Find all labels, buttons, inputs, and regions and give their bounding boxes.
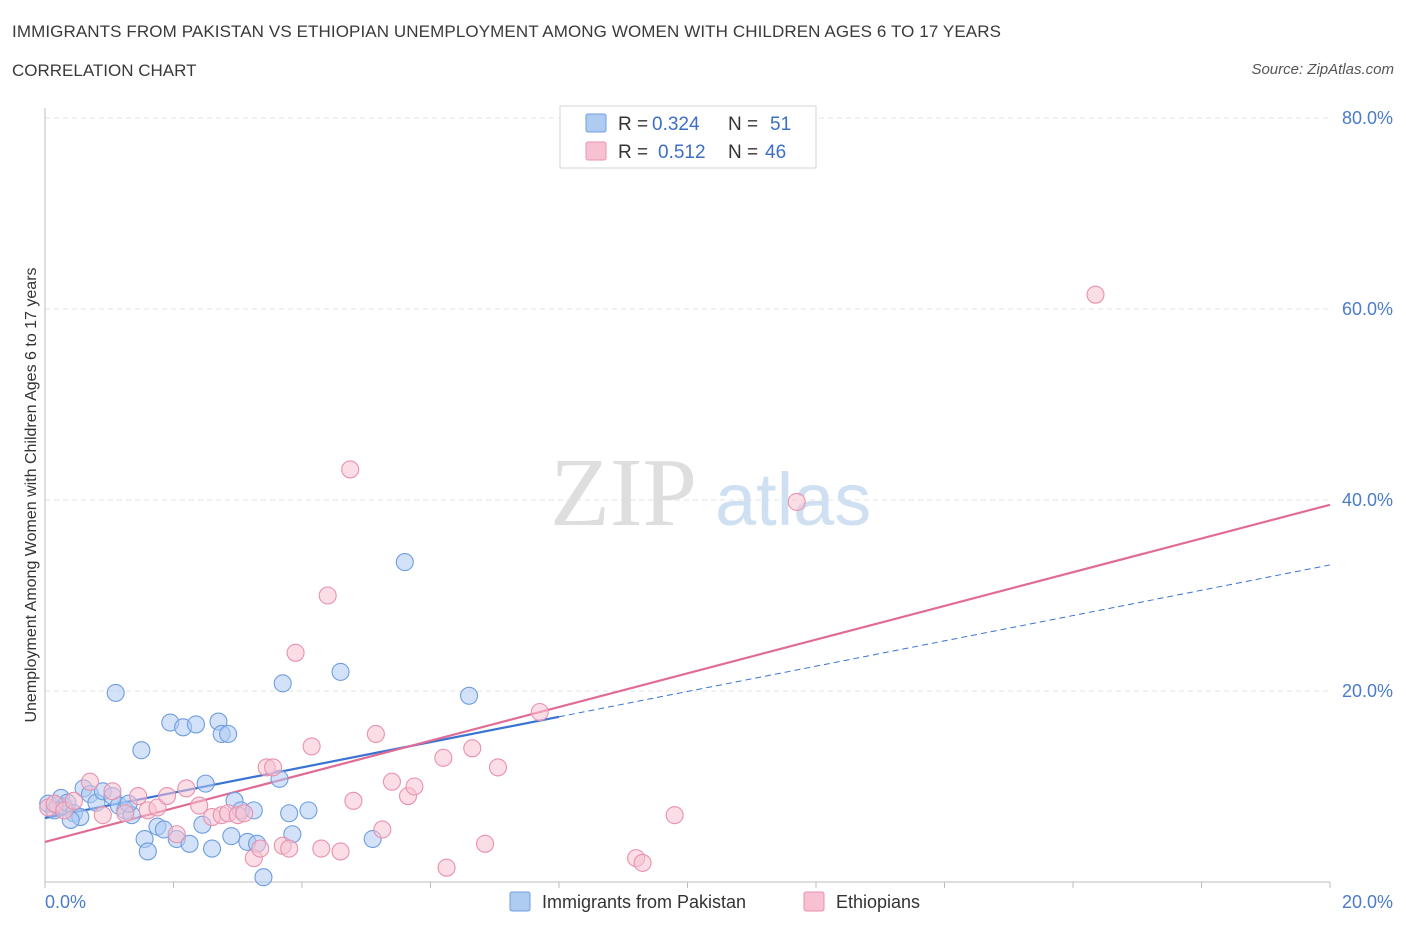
point-0-28 xyxy=(196,774,215,793)
tick-labels: 20.0% 40.0% 60.0% 80.0% 0.0% 20.0% xyxy=(45,108,1393,912)
trend-lines xyxy=(44,503,1331,843)
point-1-38 xyxy=(434,748,453,767)
data-points xyxy=(39,285,1105,887)
point-1-5 xyxy=(93,806,112,825)
point-0-44 xyxy=(299,801,318,820)
point-1-30 xyxy=(331,842,350,861)
point-1-37 xyxy=(405,777,424,796)
legend-r-value-ethiopians: 0.512 xyxy=(658,142,706,163)
point-1-11 xyxy=(158,786,177,806)
point-1-35 xyxy=(382,772,402,791)
point-0-16 xyxy=(106,683,125,702)
point-1-45 xyxy=(633,853,652,872)
point-0-32 xyxy=(219,724,238,744)
chart-subtitle: CORRELATION CHART xyxy=(12,61,197,80)
y-axis-title: Unemployment Among Women with Children A… xyxy=(23,267,40,722)
point-1-13 xyxy=(177,779,196,798)
source-label: Source: ZipAtlas.com xyxy=(1251,61,1394,78)
legend-n-value-ethiopians: 46 xyxy=(765,142,786,163)
series-legend-swatch-ethiopians xyxy=(803,891,825,912)
point-0-25 xyxy=(180,834,199,853)
series-legend-label-ethiopians: Ethiopians xyxy=(836,892,920,912)
point-0-45 xyxy=(331,662,350,681)
point-0-41 xyxy=(273,674,292,693)
point-0-33 xyxy=(222,827,241,846)
point-1-33 xyxy=(366,724,385,744)
point-1-3 xyxy=(64,791,83,810)
y-tick-label-1: 40.0% xyxy=(1342,490,1393,510)
point-1-6 xyxy=(103,782,122,801)
point-1-4 xyxy=(80,772,100,791)
trend-line-1 xyxy=(44,503,1331,843)
point-1-21 xyxy=(251,839,270,858)
point-0-17 xyxy=(132,741,151,760)
legend-n-label-pakistan: N = xyxy=(728,114,758,135)
legend-r-label-ethiopians: R = xyxy=(618,142,648,163)
point-1-46 xyxy=(665,806,684,825)
y-tick-label-0: 20.0% xyxy=(1342,681,1393,701)
legend-swatch-pakistan xyxy=(585,113,607,133)
point-1-39 xyxy=(437,858,456,877)
point-1-32 xyxy=(344,791,363,810)
point-0-42 xyxy=(280,804,299,823)
x-tick-label-0: 0.0% xyxy=(45,892,86,912)
point-1-26 xyxy=(286,643,305,662)
legend-n-label-ethiopians: N = xyxy=(728,142,758,163)
point-1-41 xyxy=(476,834,495,853)
y-tick-label-2: 60.0% xyxy=(1342,299,1393,319)
legend-r-label-pakistan: R = xyxy=(618,114,648,135)
point-0-47 xyxy=(395,553,414,572)
point-1-7 xyxy=(116,804,135,823)
y-tick-label-3: 80.0% xyxy=(1342,108,1393,128)
series-legend-label-pakistan: Immigrants from Pakistan xyxy=(542,892,746,912)
grid-lines xyxy=(45,117,1330,692)
point-1-27 xyxy=(302,737,321,756)
point-0-29 xyxy=(203,839,222,858)
point-0-48 xyxy=(459,686,479,705)
point-0-26 xyxy=(186,715,206,734)
legend-swatch-ethiopians xyxy=(585,141,607,161)
point-1-31 xyxy=(341,460,360,479)
point-1-23 xyxy=(264,758,283,777)
point-1-29 xyxy=(318,586,337,605)
chart-title: IMMIGRANTS FROM PAKISTAN VS ETHIOPIAN UN… xyxy=(12,22,1002,41)
point-1-8 xyxy=(129,786,148,806)
point-1-40 xyxy=(463,739,482,758)
point-1-14 xyxy=(190,796,209,815)
point-1-42 xyxy=(488,758,508,777)
point-0-39 xyxy=(254,868,273,887)
point-1-34 xyxy=(373,820,392,839)
point-1-28 xyxy=(312,839,331,858)
point-1-25 xyxy=(280,839,299,858)
watermark-zip: ZIP xyxy=(550,439,697,547)
legend: R = 0.324 N = 51 R = 0.512 N = 46 xyxy=(559,105,817,169)
legend-r-value-pakistan: 0.324 xyxy=(652,114,700,135)
x-tick-label-1: 20.0% xyxy=(1342,892,1393,912)
series-legend: Immigrants from Pakistan Ethiopians xyxy=(509,891,920,912)
watermark: ZIP atlas xyxy=(550,439,871,547)
point-1-12 xyxy=(167,825,186,844)
point-1-19 xyxy=(235,804,254,823)
point-0-19 xyxy=(138,842,157,861)
point-1-48 xyxy=(1086,285,1105,304)
point-1-43 xyxy=(530,702,549,722)
legend-n-value-pakistan: 51 xyxy=(770,114,791,135)
series-legend-swatch-pakistan xyxy=(509,891,531,912)
trend-line-extension-0 xyxy=(558,564,1331,718)
point-1-47 xyxy=(787,492,806,511)
